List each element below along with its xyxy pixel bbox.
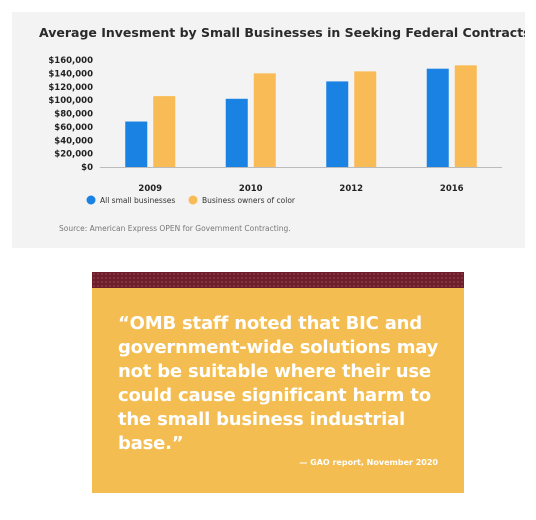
bar-2009-series-0 (125, 121, 148, 167)
y-tick-label: $80,000 (54, 110, 93, 120)
y-tick-label: $140,000 (48, 69, 93, 79)
bar-2009-series-1 (153, 96, 176, 167)
chart-source: Source: American Express OPEN for Govern… (59, 224, 291, 233)
quote-card: “OMB staff noted that BIC and government… (92, 272, 464, 493)
quote-header-band (92, 272, 464, 288)
quote-attribution: — GAO report, November 2020 (299, 458, 438, 467)
bar-2016-series-0 (426, 68, 449, 167)
bar-2010-series-0 (225, 98, 248, 167)
x-tick-label: 2016 (440, 184, 464, 194)
y-tick-label: $40,000 (54, 136, 93, 146)
legend: All small businesses Business owners of … (86, 195, 296, 205)
y-tick-label: $100,000 (48, 96, 93, 106)
x-axis: 2009 2010 2012 2016 (138, 184, 463, 194)
legend-label-business-owners-of-color: Business owners of color (202, 196, 296, 205)
legend-swatch-all-small-businesses (86, 195, 96, 205)
bar-2012-series-0 (326, 81, 349, 167)
y-tick-label: $20,000 (54, 150, 93, 160)
bar-2010-series-1 (253, 73, 276, 167)
x-tick-label: 2010 (239, 184, 263, 194)
bar-2012-series-1 (354, 71, 377, 167)
y-tick-label: $0 (81, 163, 93, 173)
y-tick-label: $120,000 (48, 83, 93, 93)
chart-card: Average Invesment by Small Businesses in… (12, 12, 525, 248)
y-axis: $160,000 $140,000 $120,000 $100,000 $80,000 $… (48, 56, 93, 173)
legend-label-all-small-businesses: All small businesses (100, 196, 175, 205)
bars (125, 65, 477, 167)
bar-chart: Average Invesment by Small Businesses in… (39, 25, 525, 233)
chart-title: Average Invesment by Small Businesses in… (39, 25, 525, 40)
bar-2016-series-1 (454, 65, 477, 167)
legend-swatch-business-owners-of-color (188, 195, 198, 205)
quote-text: “OMB staff noted that BIC and government… (118, 313, 439, 454)
y-tick-label: $160,000 (48, 56, 93, 66)
y-tick-label: $60,000 (54, 123, 93, 133)
x-tick-label: 2012 (339, 184, 363, 194)
x-tick-label: 2009 (138, 184, 162, 194)
